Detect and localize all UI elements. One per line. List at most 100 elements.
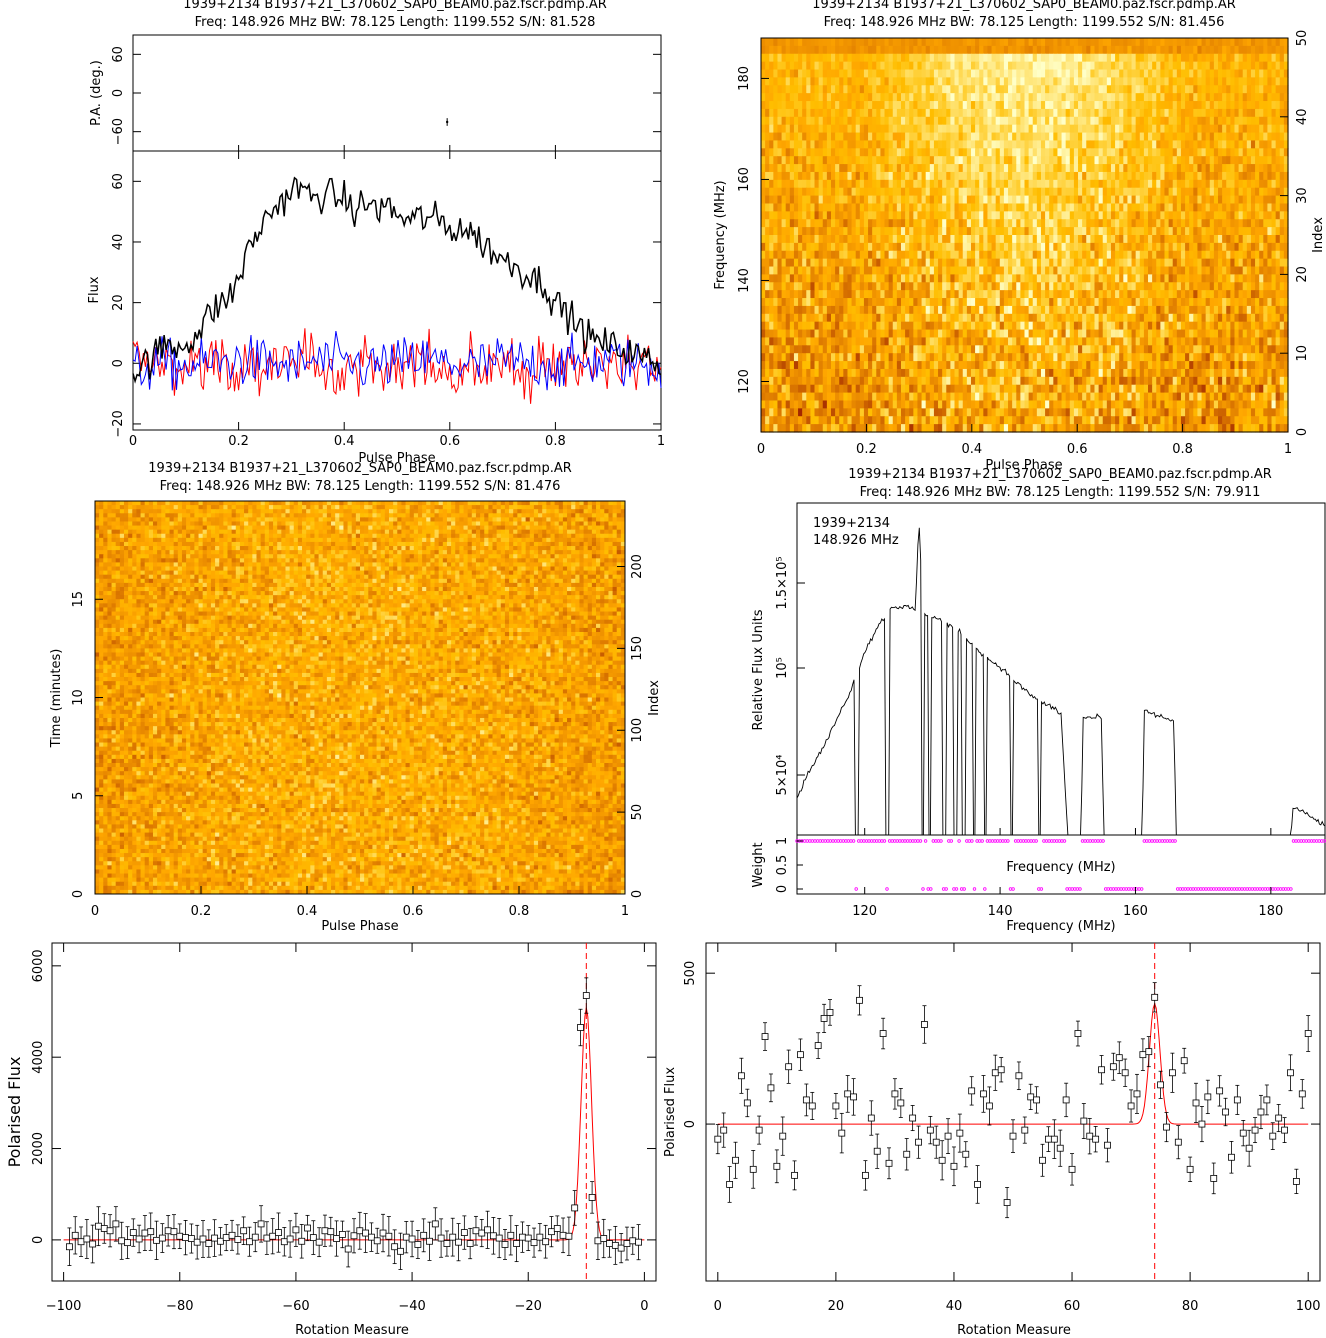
heat-cell (1250, 85, 1256, 94)
heat-cell (863, 258, 869, 268)
heat-cell (843, 187, 849, 197)
heat-cell (1156, 156, 1161, 165)
heat-cell (1176, 116, 1182, 126)
heat-cell (1156, 116, 1161, 126)
heat-cell (1143, 116, 1149, 126)
heat-cell (966, 156, 972, 165)
heat-cell (1098, 227, 1104, 236)
heat-cell (769, 140, 774, 149)
heat-cell (884, 290, 890, 299)
heat-cell (933, 282, 939, 291)
heat-cell (1143, 266, 1149, 275)
heat-cell (1176, 313, 1182, 323)
heat-cell (1094, 282, 1100, 291)
heat-cell (950, 116, 956, 126)
heat-cell (921, 266, 927, 275)
heat-cell (909, 156, 914, 165)
heat-cell (859, 140, 865, 149)
heat-cell (979, 179, 984, 189)
heat-cell (859, 116, 865, 126)
heat-cell (1263, 77, 1269, 86)
heat-cell (785, 250, 791, 260)
heat-cell (1098, 282, 1104, 291)
x-tick-label: 0.4 (334, 434, 355, 449)
heat-cell (1279, 179, 1285, 189)
heat-cell (765, 329, 770, 339)
heat-cell (991, 250, 997, 260)
heat-cell (1110, 116, 1116, 126)
heat-cell (892, 164, 898, 173)
heat-cell (938, 53, 943, 63)
heat-cell (830, 179, 836, 189)
heat-cell (1180, 101, 1186, 110)
heat-cell (1246, 108, 1252, 118)
heat-cell (1082, 227, 1087, 236)
heat-cell (1078, 266, 1083, 275)
heat-cell (1090, 203, 1096, 212)
heat-cell (962, 242, 968, 252)
heat-cell (1193, 298, 1199, 307)
heat-cell (1242, 171, 1248, 181)
heat-cell (1123, 171, 1129, 181)
heat-cell (863, 132, 869, 142)
heat-cell (1271, 258, 1277, 268)
heat-cell (835, 164, 840, 173)
heat-cell (979, 329, 984, 339)
heat-cell (1098, 124, 1104, 134)
heat-cell (913, 321, 919, 331)
heat-cell (1115, 203, 1120, 212)
heat-cell (872, 305, 877, 315)
heat-cell (1032, 45, 1038, 55)
heat-cell (773, 219, 779, 228)
heat-cell (929, 195, 935, 205)
heat-cell (1086, 156, 1091, 165)
heat-cell (1003, 329, 1009, 339)
heat-cell (1094, 101, 1100, 110)
heat-cell (900, 329, 906, 339)
heat-cell (1263, 132, 1269, 142)
heat-cell (921, 290, 927, 299)
heat-cell (1259, 179, 1264, 189)
heat-cell (802, 305, 807, 315)
heat-cell (1205, 77, 1211, 86)
heat-cell (765, 45, 770, 55)
heat-cell (1238, 266, 1244, 275)
heat-cell (1135, 132, 1141, 142)
heat-cell (999, 235, 1005, 244)
heat-cell (1040, 140, 1046, 149)
heat-cell (785, 313, 791, 323)
heat-cell (1045, 53, 1050, 63)
heat-cell (880, 195, 886, 205)
heat-cell (1020, 77, 1026, 86)
heat-cell (1156, 266, 1161, 275)
heat-cell (1069, 116, 1075, 126)
heat-cell (1156, 85, 1161, 94)
heat-cell (1045, 195, 1050, 205)
heat-cell (1180, 227, 1186, 236)
heat-cell (1168, 258, 1174, 268)
heat-cell (991, 242, 997, 252)
heat-cell (1008, 235, 1013, 244)
heat-cell (1049, 266, 1054, 275)
heat-cell (1189, 148, 1194, 157)
heat-cell (999, 219, 1005, 228)
heat-cell (1086, 171, 1091, 181)
heat-cell (1218, 140, 1223, 149)
heat-cell (1156, 219, 1161, 228)
heat-cell (868, 266, 873, 275)
heat-cell (1148, 171, 1153, 181)
heat-cell (913, 305, 919, 315)
heat-cell (1131, 85, 1137, 94)
heat-cell (1102, 250, 1108, 260)
heat-cell (1040, 148, 1046, 157)
heat-cell (781, 108, 787, 118)
heat-cell (1209, 329, 1215, 339)
heat-cell (1061, 108, 1067, 118)
heat-cell (1073, 290, 1079, 299)
heat-cell (1090, 290, 1096, 299)
heat-cell (884, 108, 890, 118)
heat-cell (1078, 187, 1083, 197)
heat-cell (962, 93, 968, 102)
heat-cell (884, 140, 890, 149)
heat-cell (1209, 250, 1215, 260)
